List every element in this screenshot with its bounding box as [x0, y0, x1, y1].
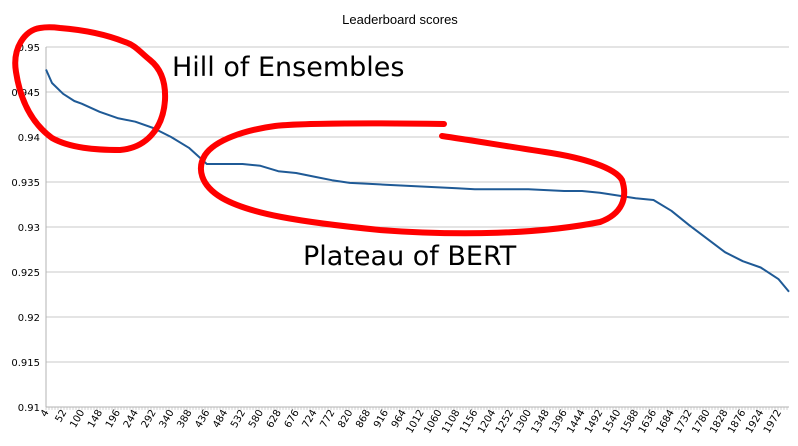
- x-tick-label: 532: [229, 408, 248, 430]
- x-tick-labels: 4 521001481962442923403884364845325806286…: [39, 408, 784, 436]
- x-tick-label: 868: [354, 408, 373, 430]
- y-tick-label: 0.935: [11, 178, 40, 189]
- x-tick-label: 388: [175, 408, 194, 430]
- y-tick-label: 0.93: [18, 223, 40, 234]
- x-tick-label: 916: [372, 408, 391, 430]
- y-tick-labels: 0.91 0.915 0.92 0.925 0.93 0.935 0.94 0.945 0.95: [11, 43, 40, 414]
- y-tick-label: 0.915: [11, 358, 40, 369]
- x-tick-label: 436: [193, 408, 212, 430]
- x-tick-label: 196: [104, 408, 123, 430]
- y-tick-label: 0.92: [18, 313, 40, 324]
- y-tick-label: 0.95: [18, 43, 40, 54]
- x-tick-label: 724: [301, 408, 320, 430]
- x-tick-label: 820: [336, 408, 355, 430]
- x-tick-label: 4: [39, 408, 52, 419]
- x-tick-label: 484: [211, 408, 230, 430]
- x-tick-label: 772: [318, 408, 337, 430]
- x-tick-label: 52: [54, 408, 70, 425]
- x-tick-label: 580: [247, 408, 266, 430]
- hill-highlight-circle: [12, 24, 169, 153]
- chart-title: Leaderboard scores: [342, 12, 458, 27]
- x-tick-label: 676: [283, 408, 302, 430]
- x-tick-label: 1972: [762, 408, 784, 436]
- annotation-hill-of-ensembles: Hill of Ensembles: [172, 52, 404, 83]
- x-tick-label: 292: [140, 408, 159, 430]
- y-tick-label: 0.945: [11, 88, 40, 99]
- y-tick-label: 0.94: [18, 133, 40, 144]
- y-tick-label: 0.91: [18, 403, 40, 414]
- series-line: [45, 69, 790, 293]
- x-tick-label: 628: [265, 408, 284, 430]
- y-tick-label: 0.925: [11, 268, 40, 279]
- series-layer: [45, 69, 790, 293]
- annotation-layer: Hill of Ensembles Plateau of BERT: [12, 24, 628, 272]
- x-tick-label: 148: [86, 408, 105, 430]
- grid-layer: [46, 46, 789, 408]
- annotation-plateau-of-bert: Plateau of BERT: [303, 241, 517, 272]
- plateau-highlight-loop: [198, 120, 628, 237]
- x-tick-label: 100: [68, 408, 87, 430]
- axis-layer: [45, 47, 789, 410]
- x-tick-label: 340: [158, 408, 177, 430]
- x-tick-label: 244: [122, 408, 141, 430]
